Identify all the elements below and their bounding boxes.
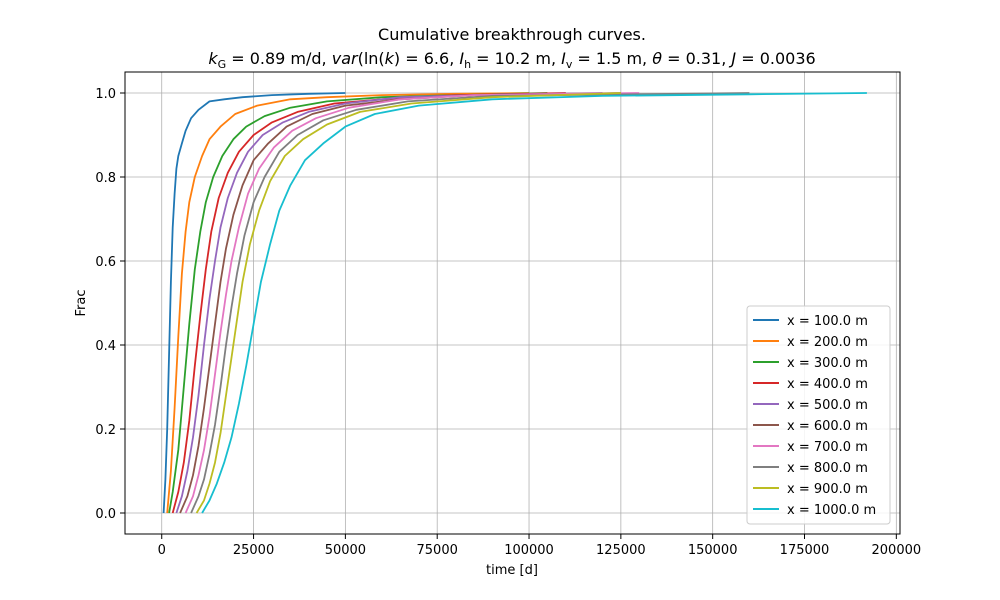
x-axis-label: time [d]	[486, 563, 538, 578]
plot-frame	[124, 71, 901, 535]
x-tick-label: 0	[158, 543, 166, 558]
subtitle-part: k	[208, 49, 218, 68]
grid	[125, 72, 900, 534]
y-tick-label: 0.0	[95, 507, 116, 522]
subtitle-part: J	[728, 49, 736, 68]
y-tick-label: 0.6	[95, 255, 116, 270]
subtitle-part: G	[218, 58, 227, 71]
legend-label: x = 500.0 m	[787, 398, 868, 413]
x-tick-label: 75000	[417, 543, 458, 558]
series-line-2	[166, 92, 530, 514]
legend-label: x = 700.0 m	[787, 440, 868, 455]
series-line-3	[168, 92, 548, 514]
x-axis-ticks: 0 25000 50000 75000 100000 125000 150000 175000…	[158, 534, 922, 558]
subtitle-part: = 0.0036	[736, 49, 816, 68]
subtitle-part: var	[332, 49, 359, 68]
subtitle-part: k	[385, 49, 395, 68]
series-line-4	[171, 92, 566, 514]
y-axis-ticks: 0.0 0.2 0.4 0.6 0.8 1.0	[95, 87, 125, 522]
x-tick-label: 150000	[688, 543, 738, 558]
series-line-8	[190, 92, 750, 514]
legend-label: x = 100.0 m	[787, 314, 868, 329]
y-tick-label: 0.4	[95, 339, 116, 354]
series-line-5	[175, 92, 603, 514]
x-tick-label: 175000	[780, 543, 830, 558]
legend-label: x = 800.0 m	[787, 461, 868, 476]
y-tick-label: 0.2	[95, 423, 116, 438]
subtitle-part: h	[464, 58, 471, 71]
legend-label: x = 600.0 m	[787, 419, 868, 434]
subtitle-part: ) = 6.6,	[394, 49, 459, 68]
subtitle-part: = 0.31,	[662, 49, 731, 68]
x-tick-label: 25000	[233, 543, 274, 558]
x-tick-label: 100000	[504, 543, 554, 558]
subtitle-part: I	[561, 49, 566, 68]
subtitle-part: = 0.89 m/d,	[226, 49, 332, 68]
x-tick-label: 50000	[325, 543, 366, 558]
legend-label: x = 400.0 m	[787, 377, 868, 392]
legend-label: x = 200.0 m	[787, 335, 868, 350]
legend-label: x = 300.0 m	[787, 356, 868, 371]
chart-title: Cumulative breakthrough curves.	[378, 25, 646, 44]
x-tick-label: 200000	[872, 543, 922, 558]
series-line-6	[179, 92, 621, 514]
chart-subtitle: kG = 0.89 m/d, var(ln(k) = 6.6, Ih = 10.…	[208, 49, 815, 71]
series-line-9	[195, 92, 621, 514]
y-tick-label: 0.8	[95, 171, 116, 186]
subtitle-part: I	[459, 49, 464, 68]
subtitle-part: (ln(	[358, 49, 385, 68]
legend: x = 100.0 m x = 200.0 m x = 300.0 m x = 400…	[746, 305, 891, 525]
legend-box	[746, 305, 891, 525]
y-axis-label: Frac	[74, 290, 89, 317]
y-tick-label: 1.0	[95, 87, 116, 102]
series-lines	[162, 92, 867, 514]
legend-label: x = 900.0 m	[787, 482, 868, 497]
x-tick-label: 125000	[596, 543, 646, 558]
subtitle-part: = 1.5 m,	[572, 49, 652, 68]
subtitle-part: = 10.2 m,	[471, 49, 561, 68]
legend-label: x = 1000.0 m	[787, 503, 876, 518]
series-line-7	[184, 92, 640, 514]
series-line-1	[162, 92, 346, 514]
subtitle-part: v	[566, 58, 573, 71]
subtitle-part: θ	[652, 49, 662, 68]
series-line-10	[201, 92, 867, 514]
